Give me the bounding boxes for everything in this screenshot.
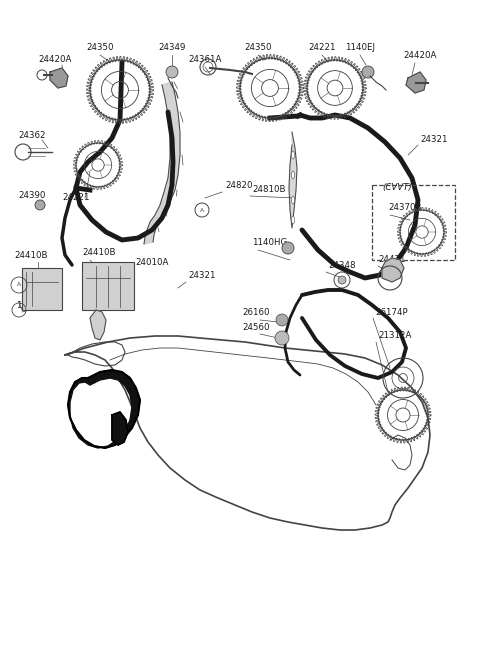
Text: 24221: 24221 [308,43,336,52]
Text: 24362: 24362 [18,131,46,140]
Text: 24420A: 24420A [403,51,437,60]
Text: 24410B: 24410B [14,251,48,260]
Text: 24361A: 24361A [188,55,222,64]
Polygon shape [68,370,140,448]
Bar [22,268,62,310]
Text: 24321: 24321 [420,135,447,144]
Ellipse shape [291,171,295,179]
Text: 24350: 24350 [86,43,114,52]
Polygon shape [50,68,68,88]
Polygon shape [144,82,180,244]
Polygon shape [112,412,128,445]
Text: 24410B: 24410B [82,248,116,257]
Text: 1338AC: 1338AC [16,301,50,310]
Text: 24390: 24390 [18,191,46,200]
Circle shape [276,314,288,326]
Text: 24820: 24820 [225,181,252,190]
Circle shape [282,242,294,254]
Text: 24348: 24348 [328,261,356,270]
Ellipse shape [291,196,295,204]
Text: 24321: 24321 [188,271,216,280]
Polygon shape [382,258,404,282]
Bar [82,262,134,310]
Text: 21312A: 21312A [378,331,411,340]
Polygon shape [406,72,426,93]
Ellipse shape [291,216,295,224]
Text: 24370B: 24370B [388,203,421,212]
Text: 1140EJ: 1140EJ [345,43,375,52]
Text: 26160: 26160 [242,308,269,317]
Text: 26174P: 26174P [375,308,408,317]
Circle shape [35,200,45,210]
Text: 24471: 24471 [378,255,406,264]
Text: 24420A: 24420A [38,55,72,64]
Text: 24350: 24350 [244,43,272,52]
Polygon shape [289,132,297,228]
Text: 24810B: 24810B [252,185,286,194]
Text: 24560: 24560 [242,323,269,332]
Circle shape [275,331,289,345]
Circle shape [166,66,178,78]
Text: A: A [200,208,204,212]
Text: 24349: 24349 [158,43,186,52]
Text: 1140HG: 1140HG [252,238,287,247]
Text: (CVVT): (CVVT) [382,183,412,192]
Text: 24221: 24221 [62,193,89,202]
Text: 24010A: 24010A [135,258,168,267]
Polygon shape [90,310,106,340]
Text: A: A [17,282,21,288]
Circle shape [338,276,346,284]
Bar [372,185,455,260]
Ellipse shape [291,151,295,159]
Circle shape [362,66,374,78]
